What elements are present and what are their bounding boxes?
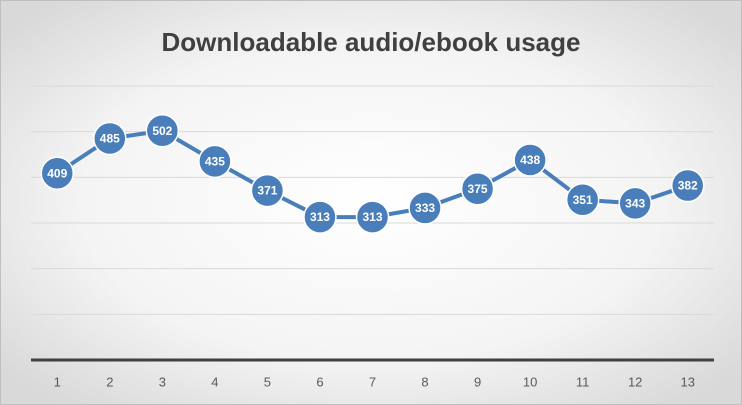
data-label: 333 bbox=[415, 201, 435, 215]
data-point bbox=[460, 172, 495, 206]
x-tick-label: 12 bbox=[628, 374, 642, 389]
data-label: 485 bbox=[100, 132, 120, 146]
x-tick-label: 10 bbox=[523, 374, 537, 389]
x-tick-label: 6 bbox=[316, 374, 323, 389]
data-point bbox=[565, 182, 600, 217]
chart-title: Downloadable audio/ebook usage bbox=[162, 27, 581, 57]
data-label: 343 bbox=[625, 197, 645, 211]
x-tick-label: 1 bbox=[54, 374, 61, 389]
x-tick-label: 5 bbox=[264, 374, 271, 389]
data-label: 438 bbox=[520, 153, 540, 167]
data-point bbox=[250, 173, 285, 208]
data-point bbox=[670, 168, 705, 203]
x-tick-label: 3 bbox=[159, 374, 166, 389]
x-tick-label: 8 bbox=[421, 374, 428, 389]
data-label: 375 bbox=[468, 182, 488, 196]
data-label: 313 bbox=[362, 210, 382, 224]
data-point bbox=[355, 200, 390, 234]
data-label: 382 bbox=[678, 179, 698, 193]
data-label: 409 bbox=[47, 166, 67, 180]
x-tick-label: 11 bbox=[576, 374, 590, 389]
data-point bbox=[513, 143, 547, 177]
data-point bbox=[618, 186, 652, 221]
data-point bbox=[145, 114, 180, 148]
x-tick-label: 13 bbox=[680, 374, 694, 389]
data-point bbox=[93, 121, 127, 156]
data-point bbox=[408, 191, 442, 225]
data-label: 351 bbox=[573, 193, 593, 207]
data-label: 502 bbox=[152, 124, 172, 138]
x-tick-label: 2 bbox=[106, 374, 113, 389]
x-tick-label: 4 bbox=[211, 374, 218, 389]
x-tick-label: 9 bbox=[474, 374, 481, 389]
data-label: 371 bbox=[257, 184, 277, 198]
data-label: 313 bbox=[310, 210, 330, 224]
data-label: 435 bbox=[205, 155, 225, 169]
x-tick-label: 7 bbox=[369, 374, 376, 389]
data-point bbox=[40, 156, 75, 190]
data-point bbox=[303, 200, 337, 234]
data-point bbox=[198, 144, 232, 179]
